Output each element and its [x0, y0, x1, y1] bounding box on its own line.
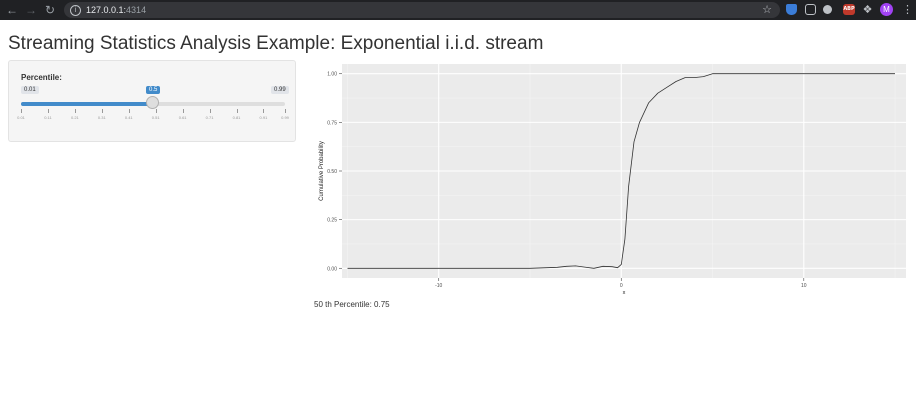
slider-fill	[21, 102, 153, 106]
y-tick-label: 0.00	[327, 266, 337, 272]
profile-avatar[interactable]: M	[880, 3, 893, 16]
cdf-chart: 0.00 0.25 0.50 0.75 1.00 -10 0 10 x Cumulative Pr…	[319, 64, 906, 296]
slider-grid-label: 0.11	[44, 115, 52, 120]
slider-grid-label: 0.01	[17, 115, 25, 120]
slider-grid-tick	[209, 109, 211, 113]
sidebar-panel: Percentile: 0.01 0.99 0.5 0.01 0.11 0.21 0.…	[8, 60, 296, 142]
slider-grid-label: 0.51	[151, 115, 160, 120]
page-title: Streaming Statistics Analysis Example: E…	[8, 33, 544, 54]
bookmark-star-icon[interactable]: ☆	[762, 4, 772, 16]
y-tick-label: 0.50	[327, 169, 337, 175]
y-tick-label: 0.25	[327, 218, 337, 224]
y-tick-label: 0.75	[327, 120, 337, 126]
slider-grid-label: 0.71	[205, 115, 214, 120]
cdf-series-line	[347, 73, 895, 269]
forward-button[interactable]: →	[25, 3, 37, 17]
adblock-extension-icon[interactable]: ABP	[843, 4, 855, 15]
slider-grid-label: 0.61	[178, 115, 187, 120]
reload-button[interactable]: ↻	[44, 3, 56, 17]
slider-grid-label: 0.81	[232, 115, 241, 120]
info-icon[interactable]: i	[70, 4, 81, 16]
x-tick-label: -10	[435, 283, 442, 289]
percentile-output: 50 th Percentile: 0.75	[314, 300, 390, 309]
back-button[interactable]: ←	[6, 3, 18, 17]
slider-grid-tick	[74, 109, 76, 113]
y-axis-label: Cumulative Probability	[319, 141, 325, 201]
slider-grid-label: 0.21	[70, 115, 79, 120]
slider-handle[interactable]	[146, 96, 159, 109]
slider-grid-label: 0.99	[281, 115, 289, 120]
slider-grid-tick	[101, 109, 103, 113]
slider-grid-tick	[128, 109, 130, 113]
slider-value-label: 0.5	[146, 86, 161, 94]
slider-grid-tick	[47, 109, 49, 113]
y-tick-label: 1.00	[327, 72, 337, 78]
circle-extension-icon[interactable]	[823, 5, 832, 14]
slider-grid-tick	[155, 109, 157, 113]
percentile-label: Percentile:	[21, 73, 62, 82]
slider-grid-tick	[21, 109, 22, 113]
slider-grid-label: 0.31	[97, 115, 106, 120]
kebab-menu-icon[interactable]: ⋮	[902, 4, 913, 16]
slider-grid-tick	[263, 109, 265, 113]
url-text[interactable]: 127.0.0.1:4314	[86, 5, 147, 15]
slider-grid-tick	[182, 109, 184, 113]
slider-grid-label: 0.91	[259, 115, 268, 120]
slider-min-label: 0.01	[21, 86, 39, 94]
address-bar[interactable]: i 127.0.0.1:4314 ☆	[64, 2, 780, 18]
slider-grid-label: 0.41	[124, 115, 133, 120]
slider-grid-tick	[285, 109, 286, 113]
x-tick-label: 10	[801, 283, 807, 289]
browser-toolbar: ← → ↻ i 127.0.0.1:4314 ☆ ABP ❖ M ⋮	[0, 0, 916, 20]
pocket-extension-icon[interactable]	[805, 4, 816, 15]
slider-grid-tick	[236, 109, 238, 113]
cdf-plot: 0.00 0.25 0.50 0.75 1.00 -10 0 10 x Cumulative Pr…	[314, 62, 910, 298]
x-tick-label: 0	[620, 283, 623, 289]
shield-extension-icon[interactable]	[786, 4, 797, 15]
slider-max-label: 0.99	[271, 86, 289, 94]
x-axis-label: x	[623, 290, 626, 296]
extensions-puzzle-icon[interactable]: ❖	[862, 3, 873, 16]
